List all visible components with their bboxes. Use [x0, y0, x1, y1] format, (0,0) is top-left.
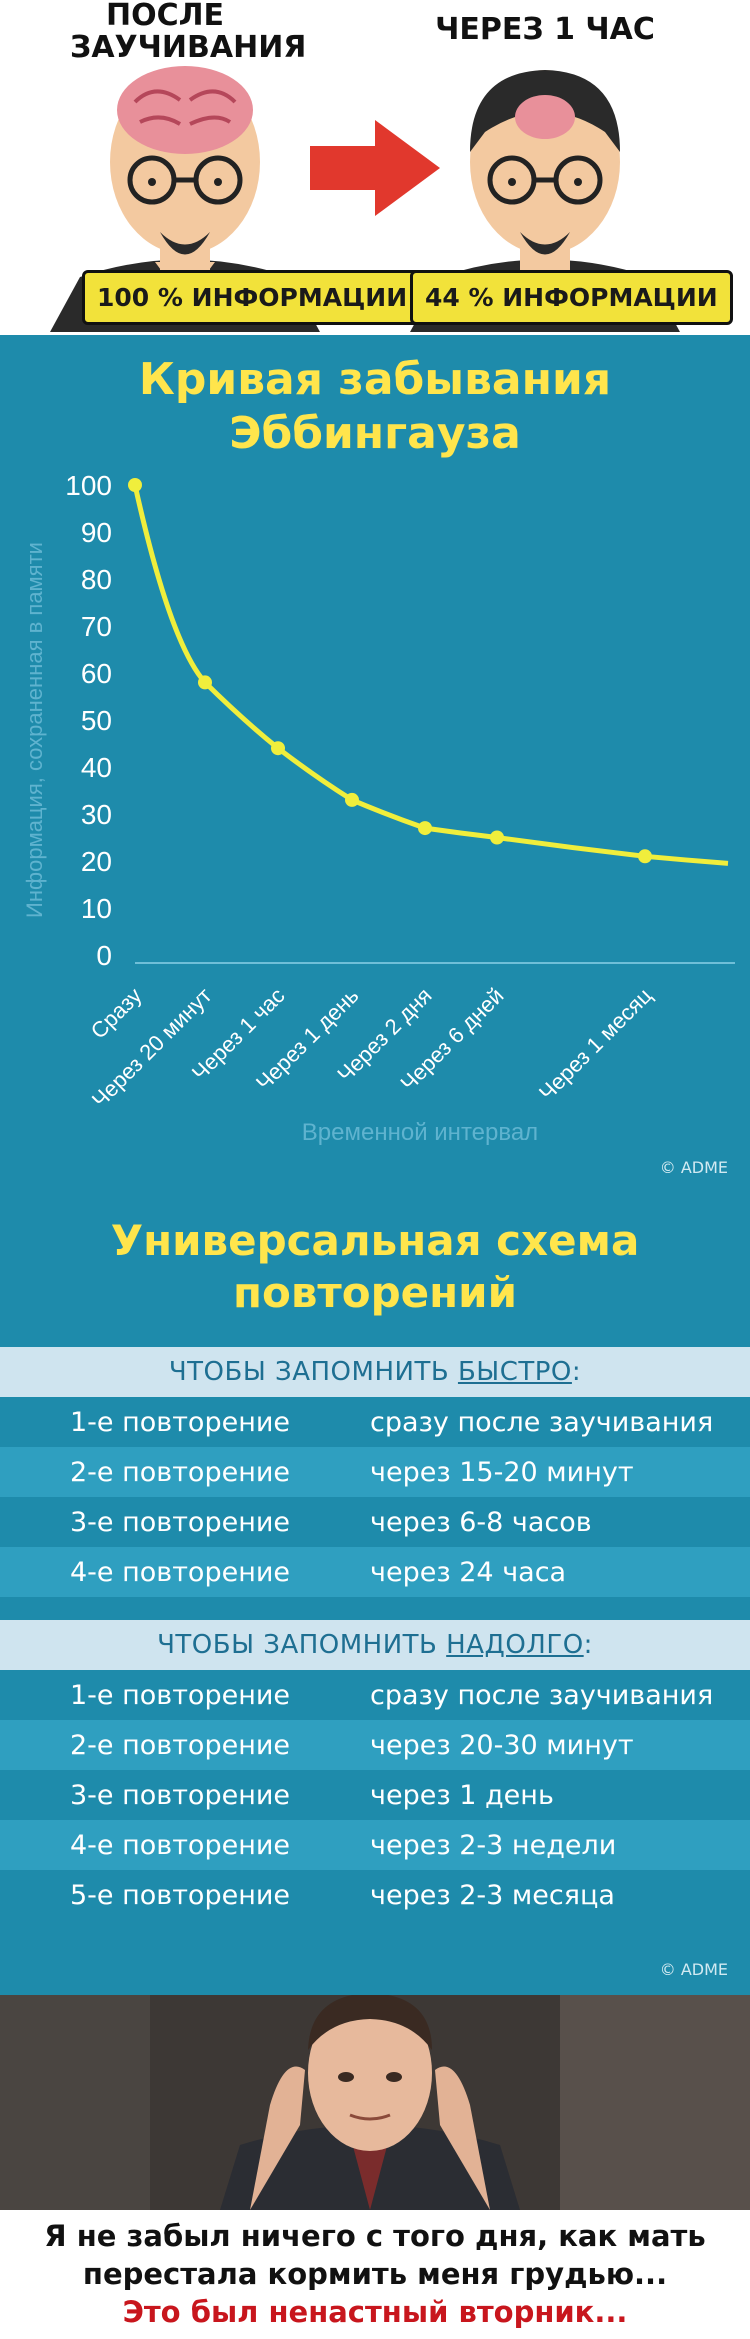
after-learning-title: ПОСЛЕ ЗАУЧИВАНИЯ: [70, 0, 306, 64]
meme-caption-line2: перестала кормить меня грудью...: [82, 2257, 668, 2291]
x-tick-label: Через 1 месяц: [534, 983, 657, 1106]
forgetting-curve-line: [132, 484, 729, 866]
chart-title-line2: Эббингауза: [229, 408, 521, 459]
y-tick-label: 0: [96, 940, 112, 971]
table-row: 5-е повторение через 2-3 месяца: [0, 1870, 750, 1920]
right-info-badge: 44 % ИНФОРМАЦИИ: [410, 270, 733, 325]
table-row: 3-е повторение через 6-8 часов: [0, 1497, 750, 1547]
meme: Я не забыл ничего с того дня, как мать п…: [0, 1995, 750, 2339]
forgetting-illustration: ПОСЛЕ ЗАУЧИВАНИЯ ЧЕРЕЗ 1 ЧАС 100: [0, 0, 750, 335]
after-learning-title-line2: ЗАУЧИВАНИЯ: [70, 30, 307, 65]
after-one-hour-title: ЧЕРЕЗ 1 ЧАС: [435, 12, 655, 47]
curve-data-point: [418, 821, 432, 836]
repetition-label: 2-е повторение: [70, 1730, 291, 1761]
long-header-suffix: :: [583, 1630, 593, 1660]
thinking-man-photo: [0, 1995, 750, 2210]
curve-data-point: [490, 830, 504, 845]
schedule-title-line1: Универсальная схема: [110, 1216, 640, 1265]
long-header-row: ЧТОБЫ ЗАПОМНИТЬ НАДОЛГО:: [0, 1620, 750, 1670]
y-tick-label: 20: [81, 846, 112, 877]
quick-header-prefix: ЧТОБЫ ЗАПОМНИТЬ: [168, 1357, 458, 1387]
y-tick-label: 50: [81, 705, 112, 736]
curve-data-point: [638, 849, 652, 864]
table-row: 3-е повторение через 1 день: [0, 1770, 750, 1820]
large-brain-icon: [117, 66, 253, 154]
y-tick-label: 40: [81, 752, 112, 783]
repetition-label: 5-е повторение: [70, 1880, 291, 1911]
y-tick-label: 90: [81, 517, 112, 548]
meme-caption: Я не забыл ничего с того дня, как мать п…: [0, 2217, 750, 2331]
schedule-title-line2: повторений: [232, 1268, 518, 1317]
after-learning-title-line1: ПОСЛЕ: [105, 0, 225, 33]
y-axis-label: Информация, сохраненная в памяти: [22, 542, 47, 918]
repetition-time: через 2-3 месяца: [370, 1880, 615, 1911]
curve-data-point: [345, 792, 359, 807]
y-tick-label: 80: [81, 564, 112, 595]
schedule-title: Универсальная схема повторений: [0, 1215, 750, 1319]
repetition-label: 3-е повторение: [70, 1507, 291, 1538]
quick-header-row: ЧТОБЫ ЗАПОМНИТЬ БЫСТРО:: [0, 1347, 750, 1397]
chart-title: Кривая забывания Эббингауза: [0, 353, 750, 461]
repetition-time: сразу после заучивания: [370, 1680, 714, 1711]
x-tick-label: Сразу: [86, 983, 147, 1044]
repetition-label: 4-е повторение: [70, 1557, 291, 1588]
curve-data-point: [198, 675, 212, 690]
table-row: 1-е повторение сразу после заучивания: [0, 1670, 750, 1720]
chart-copyright: © ADME: [659, 1158, 728, 1177]
quick-header-emphasis: БЫСТРО: [457, 1357, 572, 1387]
repetition-label: 3-е повторение: [70, 1780, 291, 1811]
small-brain-icon: [515, 95, 575, 139]
y-tick-label: 60: [81, 658, 112, 689]
meme-caption-line1: Я не забыл ничего с того дня, как мать: [44, 2219, 706, 2253]
long-header-emphasis: НАДОЛГО: [446, 1630, 584, 1660]
repetition-time: через 24 часа: [370, 1557, 567, 1588]
meme-photo: [0, 1995, 750, 2210]
table-row: 2-е повторение через 15-20 минут: [0, 1447, 750, 1497]
curve-data-point: [128, 478, 142, 492]
quick-header-suffix: :: [571, 1357, 582, 1387]
repetition-label: 1-е повторение: [70, 1680, 291, 1711]
y-tick-label: 70: [81, 611, 112, 642]
repetition-label: 4-е повторение: [70, 1830, 291, 1861]
long-header-prefix: ЧТОБЫ ЗАПОМНИТЬ: [157, 1630, 447, 1660]
repetition-time: через 15-20 минут: [370, 1457, 634, 1488]
repetition-time: через 2-3 недели: [370, 1830, 617, 1861]
chart-plot: Информация, сохраненная в памяти10090807…: [22, 470, 735, 1146]
x-tick-label: Через 20 минут: [87, 983, 217, 1113]
table-row: 2-е повторение через 20-30 минут: [0, 1720, 750, 1770]
y-tick-label: 100: [65, 470, 112, 501]
chart-title-line1: Кривая забывания: [138, 354, 612, 405]
y-tick-label: 30: [81, 799, 112, 830]
curve-data-point: [271, 741, 285, 756]
meme-caption-punchline: Это был ненастный вторник...: [122, 2295, 628, 2329]
quick-header: ЧТОБЫ ЗАПОМНИТЬ БЫСТРО:: [0, 1357, 750, 1387]
left-info-badge: 100 % ИНФОРМАЦИИ: [82, 270, 423, 325]
repetition-schedule: Универсальная схема повторений ЧТОБЫ ЗАП…: [0, 1195, 750, 1995]
repetition-time: сразу после заучивания: [370, 1407, 714, 1438]
schedule-copyright: © ADME: [659, 1960, 728, 1979]
repetition-time: через 1 день: [370, 1780, 554, 1811]
table-row: 1-е повторение сразу после заучивания: [0, 1397, 750, 1447]
table-row: 4-е повторение через 24 часа: [0, 1547, 750, 1597]
x-axis-label: Временной интервал: [302, 1119, 538, 1146]
repetition-time: через 6-8 часов: [370, 1507, 592, 1538]
repetition-time: через 20-30 минут: [370, 1730, 634, 1761]
forgetting-curve-chart: Кривая забывания Эббингауза Информация, …: [0, 335, 750, 1195]
repetition-label: 2-е повторение: [70, 1457, 291, 1488]
table-row: 4-е повторение через 2-3 недели: [0, 1820, 750, 1870]
long-header: ЧТОБЫ ЗАПОМНИТЬ НАДОЛГО:: [0, 1630, 750, 1660]
repetition-label: 1-е повторение: [70, 1407, 291, 1438]
y-tick-label: 10: [81, 893, 112, 924]
